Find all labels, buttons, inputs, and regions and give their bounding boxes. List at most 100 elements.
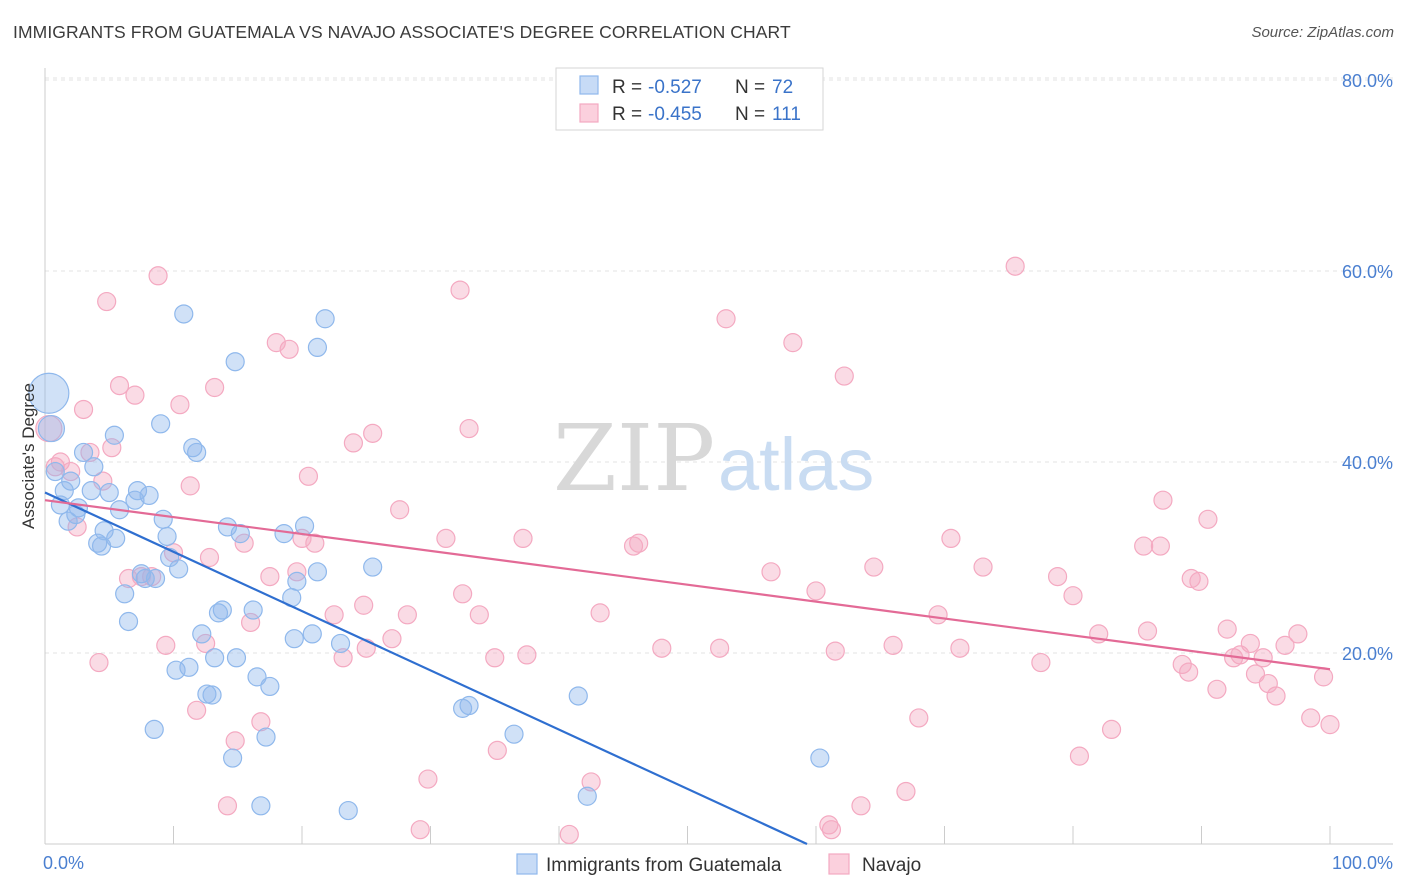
navajo-point-71 [834,366,854,386]
navajo-point-66 [783,333,803,353]
chart-source: Source: ZipAtlas.com [1251,24,1394,41]
navajo-point-30 [260,566,280,587]
navajo-point-7 [89,652,109,673]
navajo-point-84 [1063,586,1083,606]
navajo-point-102 [1245,664,1266,684]
legend-r-label-1: R = [612,77,642,98]
navajo-point-78 [941,528,961,549]
guatemala-point-2 [45,461,65,482]
navajo-point-27 [234,533,254,553]
navajo-point-46 [410,820,430,840]
watermark-zip: ZIP [553,405,715,512]
navajo-point-40 [354,595,374,615]
navajo-point-91 [1153,490,1173,510]
guatemala-point-52 [256,727,276,747]
navajo-point-47 [418,769,438,789]
navajo-trend-line [44,499,1331,671]
navajo-point-83 [1047,566,1068,587]
navajo-point-24 [205,377,225,398]
navajo-point-22 [196,633,216,654]
guatemala-point-63 [330,633,351,654]
navajo-point-55 [513,528,533,549]
guatemala-point-49 [243,600,263,620]
series-guatemala-points [35,256,1340,845]
navajo-point-79 [950,638,970,658]
navajo-point-88 [1134,536,1154,556]
navajo-point-62 [652,638,672,658]
legend-n-value-1: 72 [772,77,793,98]
navajo-point-5 [73,399,94,420]
guatemala-point-40 [202,685,222,705]
series-immigrants-points [28,304,830,821]
guatemala-point-22 [127,481,148,501]
navajo-point-109 [1313,667,1334,687]
guatemala-point-70 [577,786,597,806]
navajo-point-64 [716,309,736,329]
guatemala-point-68 [504,724,524,744]
navajo-point-74 [883,635,903,655]
navajo-point-23 [199,547,220,568]
guatemala-point-6 [61,471,81,491]
guatemala-point-58 [294,516,315,536]
trend-lines [44,491,1331,845]
navajo-point-73 [864,557,884,577]
guatemala-point-53 [260,676,280,697]
guatemala-point-57 [287,571,307,591]
guatemala-point-24 [135,568,155,589]
navajo-point-82 [1031,652,1051,673]
navajo-point-70 [825,641,845,661]
navajo-point-13 [125,385,145,405]
navajo-point-39 [343,433,363,453]
guatemala-point-48 [230,524,250,544]
navajo-point-9 [97,291,117,312]
legend-r-label-2: R = [612,104,642,125]
navajo-point-94 [1181,568,1201,589]
navajo-point-96 [1198,509,1218,529]
navajo-point-17 [156,635,176,655]
navajo-point-36 [305,533,325,553]
navajo-point-43 [382,629,402,649]
guatemala-point-11 [84,457,104,477]
y-tick-label-3: 80.0% [1342,71,1393,91]
guatemala-point-4 [54,481,74,501]
bottom-legend-label-guatemala: Immigrants from Guatemala [546,855,782,876]
navajo-point-98 [1217,619,1237,639]
guatemala-point-0 [28,372,70,414]
navajo-point-58 [581,772,601,792]
navajo-point-72 [851,796,871,816]
navajo-point-67 [806,581,826,601]
legend-swatch-guatemala [579,75,599,95]
guatemala-point-71 [810,748,830,768]
navajo-point-11 [109,376,130,396]
guatemala-point-19 [115,584,135,604]
x-tick-label-max: 100.0% [1332,853,1393,873]
guatemala-point-34 [174,304,194,324]
navajo-point-26 [225,731,245,751]
bottom-legend-label-navajo: Navajo [862,855,921,876]
guatemala-trend-line [44,491,808,845]
navajo-point-28 [241,612,261,633]
bottom-legend-swatch-navajo [828,853,850,875]
navajo-point-38 [333,648,353,668]
guatemala-point-25 [139,485,159,506]
navajo-point-6 [80,442,100,463]
guatemala-point-15 [99,482,119,503]
guatemala-point-33 [169,559,189,579]
navajo-point-61 [629,533,649,553]
navajo-point-108 [1301,708,1321,728]
navajo-point-37 [324,605,344,625]
guatemala-point-64 [338,800,358,821]
navajo-point-89 [1137,621,1158,641]
legend-n-label-1: N = [735,77,765,98]
navajo-point-49 [450,280,470,300]
guatemala-point-43 [212,600,232,620]
guatemala-point-20 [118,611,139,632]
correlation-legend: R = -0.527 N = 72 R = -0.455 N = 111 [555,67,824,131]
navajo-point-57 [559,824,579,845]
navajo-point-87 [1101,719,1122,740]
guatemala-point-38 [192,624,212,644]
y-tick-label-1: 40.0% [1342,453,1393,473]
navajo-point-95 [1189,571,1209,591]
watermark-atlas: atlas [718,423,874,506]
